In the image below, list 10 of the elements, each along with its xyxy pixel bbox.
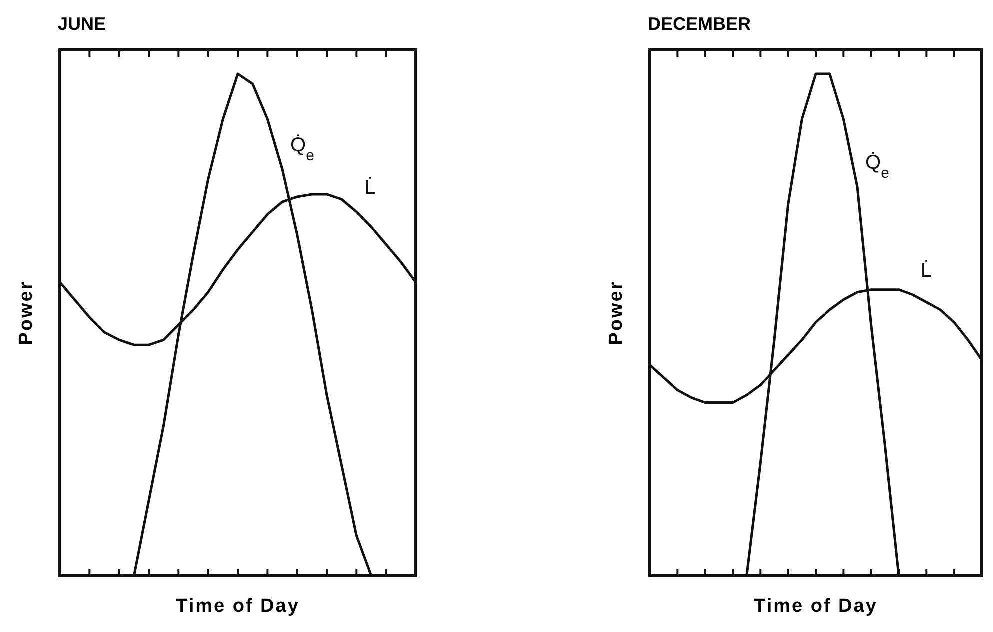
series-label: L̇ (364, 177, 376, 200)
x-axis-title: Time of Day (754, 596, 878, 617)
chart-title: DECEMBER (648, 14, 752, 34)
x-axis-title: Time of Day (176, 596, 300, 617)
y-axis-title: Power (16, 280, 37, 346)
chart-title: JUNE (58, 14, 106, 34)
series-label: L̇ (920, 260, 932, 282)
series-label: Q̇$_{e}$ (290, 134, 314, 164)
y-axis-title: Power (606, 280, 627, 346)
series-label: Q̇$_{e}$ (866, 152, 890, 182)
